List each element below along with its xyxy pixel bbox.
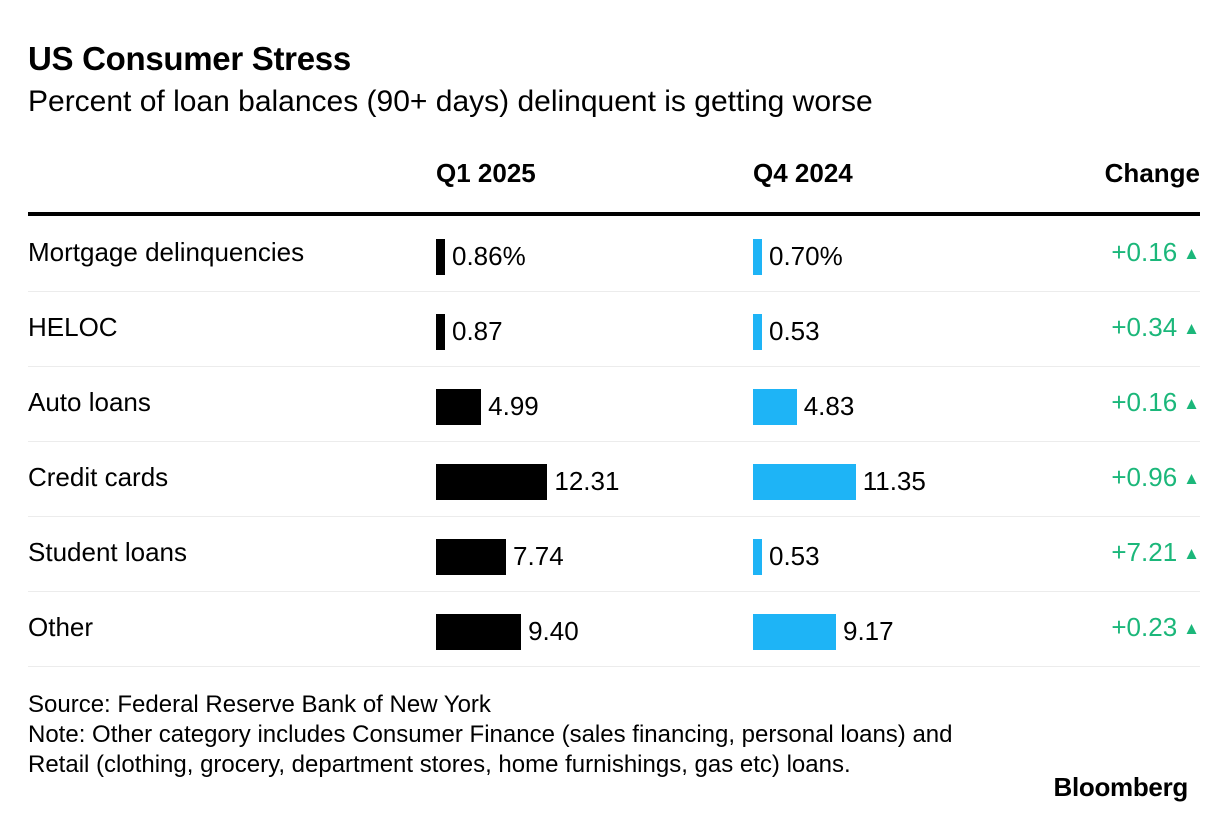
- q4-bar: [753, 464, 856, 500]
- q4-bar: [753, 539, 762, 575]
- column-header-q1-2025: Q1 2025: [436, 158, 536, 188]
- q4-bar: [753, 314, 762, 350]
- up-arrow-icon: ▲: [1183, 244, 1200, 263]
- up-arrow-icon: ▲: [1183, 619, 1200, 638]
- change-label: +0.96: [1111, 462, 1178, 492]
- up-arrow-icon: ▲: [1183, 544, 1200, 563]
- table-row: Mortgage delinquencies 0.86% 0.70% +0.16 ▲: [28, 217, 1200, 292]
- q1-bar: [436, 314, 445, 350]
- table-row: Other 9.40 9.17 +0.23 ▲: [28, 592, 1200, 667]
- q1-bar: [436, 539, 507, 575]
- change-label: +0.16: [1111, 237, 1178, 267]
- q1-bar: [436, 614, 522, 650]
- table-row: Auto loans 4.99 4.83 +0.16 ▲: [28, 367, 1200, 442]
- q4-value-label: 4.83: [803, 391, 855, 421]
- q1-bar: [436, 389, 482, 425]
- q1-value-label: 0.86%: [452, 241, 526, 271]
- table-row: HELOC 0.87 0.53 +0.34 ▲: [28, 292, 1200, 367]
- q4-value-label: 0.53: [769, 541, 820, 571]
- change-value: +0.34 ▲: [1111, 312, 1200, 343]
- source-note: Source: Federal Reserve Bank of New York: [28, 691, 491, 718]
- chart-subtitle: Percent of loan balances (90+ days) deli…: [28, 85, 873, 118]
- q1-bar: [436, 464, 548, 500]
- column-header-q4-2024: Q4 2024: [753, 158, 853, 188]
- q1-value-label: 7.74: [513, 541, 564, 571]
- q4-bar: [753, 614, 836, 650]
- q1-bar: [436, 239, 445, 275]
- column-header-change: Change: [1104, 158, 1200, 188]
- change-label: +0.23: [1111, 612, 1178, 642]
- change-value: +0.16 ▲: [1111, 387, 1200, 418]
- change-value: +0.96 ▲: [1111, 462, 1200, 493]
- change-value: +7.21 ▲: [1111, 537, 1200, 568]
- table-row: Credit cards 12.31 11.35 +0.96 ▲: [28, 442, 1200, 517]
- q1-value-label: 4.99: [488, 391, 539, 421]
- row-label: Auto loans: [28, 387, 151, 417]
- change-value: +0.23 ▲: [1111, 612, 1200, 643]
- up-arrow-icon: ▲: [1183, 469, 1200, 488]
- q4-value-label: 0.70%: [769, 241, 843, 271]
- chart-title: US Consumer Stress: [28, 40, 351, 77]
- q1-value-label: 12.31: [554, 466, 620, 496]
- change-label: +0.34: [1111, 312, 1178, 342]
- header-divider: [28, 212, 1200, 216]
- up-arrow-icon: ▲: [1183, 394, 1200, 413]
- row-label: Mortgage delinquencies: [28, 237, 305, 267]
- q1-value-label: 0.87: [452, 316, 503, 346]
- row-label: Other: [28, 612, 94, 642]
- row-label: HELOC: [28, 312, 118, 342]
- q4-bar: [753, 389, 797, 425]
- row-label: Student loans: [28, 537, 188, 567]
- q1-value-label: 9.40: [528, 616, 579, 646]
- q4-value-label: 11.35: [862, 466, 926, 496]
- q4-value-label: 9.17: [842, 616, 894, 646]
- up-arrow-icon: ▲: [1183, 319, 1200, 338]
- q4-bar: [753, 239, 762, 275]
- bloomberg-logo: Bloomberg: [1053, 772, 1188, 802]
- category-note: Note: Other category includes Consumer F…: [28, 721, 953, 778]
- change-label: +0.16: [1111, 387, 1178, 417]
- change-label: +7.21: [1111, 537, 1178, 567]
- q4-value-label: 0.53: [769, 316, 820, 346]
- change-value: +0.16 ▲: [1111, 237, 1200, 268]
- chart-footer: Source: Federal Reserve Bank of New York…: [28, 690, 988, 780]
- row-label: Credit cards: [28, 462, 169, 492]
- table-row: Student loans 7.74 0.53 +7.21 ▲: [28, 517, 1200, 592]
